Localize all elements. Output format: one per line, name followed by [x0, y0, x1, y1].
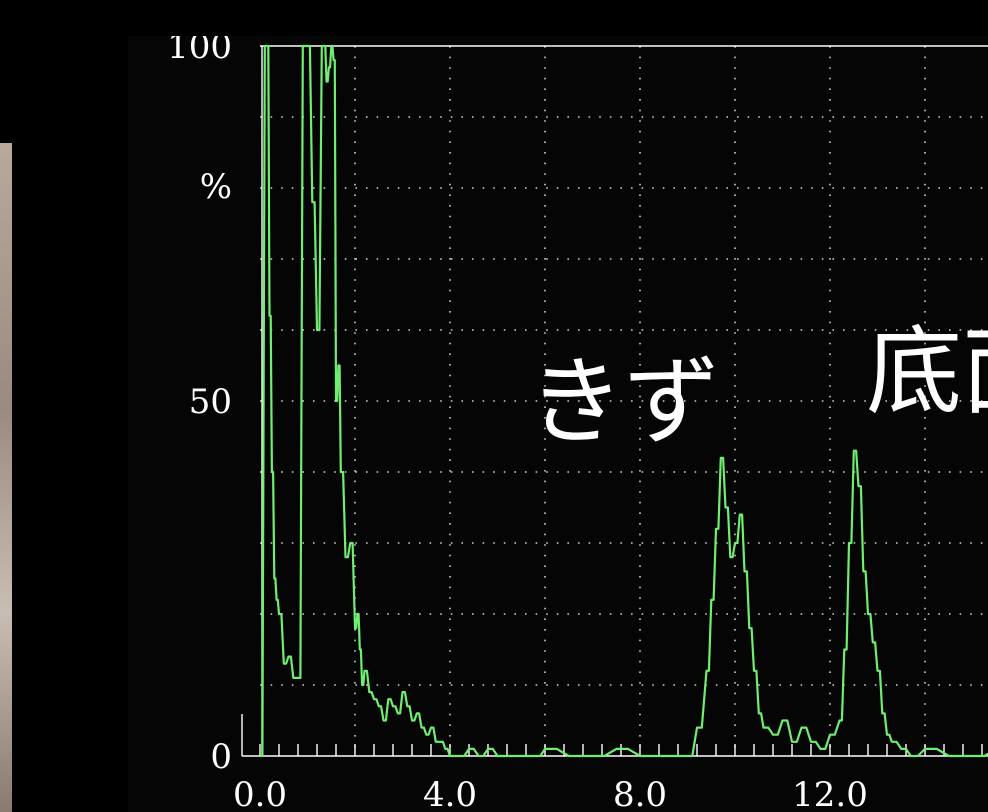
echo-trace — [260, 44, 988, 758]
y-unit-label: % — [200, 167, 232, 207]
top-black-band — [0, 0, 988, 36]
a-scan-chart: 0.0 4.0 8.0 12.0 0 50 100% — [167, 36, 988, 812]
axis-label-layer: 0.0 4.0 8.0 12.0 0 50 100% — [167, 36, 868, 812]
x-tick-label: 0.0 — [233, 775, 287, 812]
y-tick-label: 50 — [189, 382, 232, 422]
x-tick-label: 4.0 — [423, 775, 477, 812]
flaw-echo-label: きず — [528, 346, 720, 458]
tick-layer — [259, 744, 983, 756]
x-tick-label: 12.0 — [792, 775, 868, 812]
left-photo-strip — [0, 143, 12, 812]
bottom-echo-label: 底面 — [866, 316, 988, 428]
y-tick-label: 0 — [210, 737, 232, 777]
y-tick-label: 100 — [167, 36, 232, 67]
flaw-detector-screen: 0.0 4.0 8.0 12.0 0 50 100% — [128, 36, 988, 812]
x-tick-label: 8.0 — [613, 775, 667, 812]
